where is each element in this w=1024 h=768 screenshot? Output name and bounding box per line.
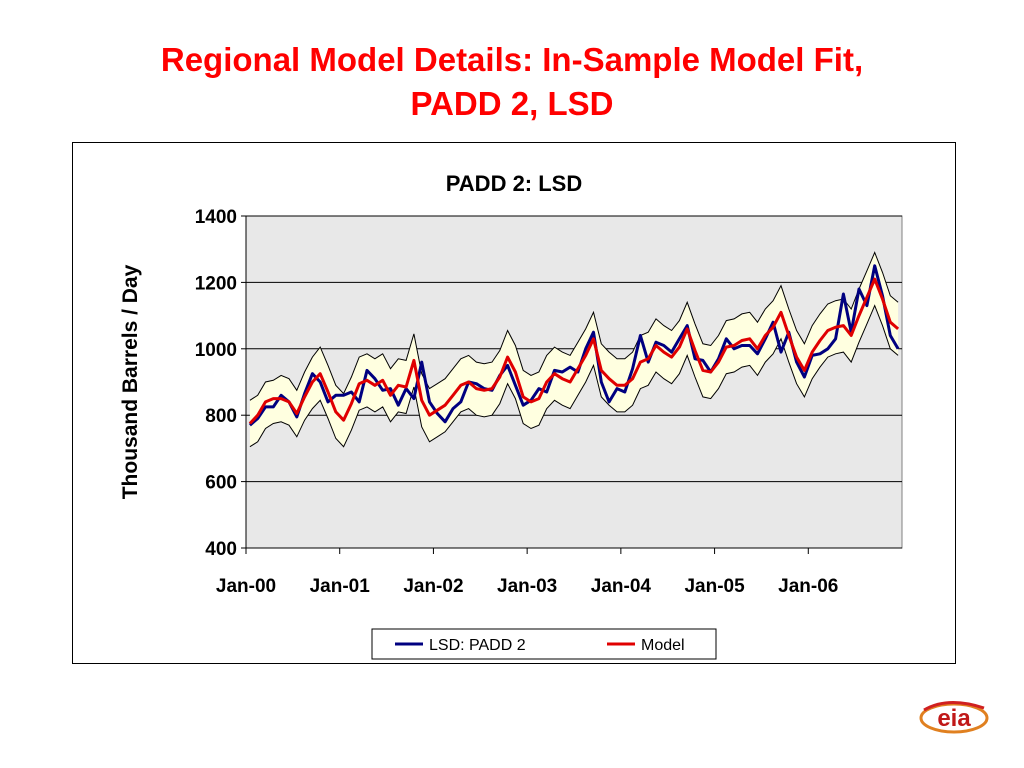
- x-tick-label: Jan-04: [591, 576, 652, 597]
- eia-logo-icon: eia: [918, 696, 990, 736]
- line-chart: PADD 2: LSD 400 600 800 1000 1200 1400 Jan-00 Ja…: [119, 171, 903, 660]
- svg-text:eia: eia: [937, 705, 971, 732]
- legend-box: [371, 628, 717, 660]
- x-tick-label: Jan-01: [310, 576, 371, 597]
- chart-frame: PADD 2: LSD 400 600 800 1000 1200 1400 Jan-00 Ja…: [72, 142, 956, 664]
- x-tick-label: Jan-06: [778, 576, 838, 597]
- confidence-band-lower: [249, 304, 899, 448]
- y-tick-label: 600: [205, 473, 237, 494]
- slide-title-line-1: Regional Model Details: In-Sample Model …: [160, 41, 864, 78]
- y-tick-label: 400: [205, 539, 237, 560]
- confidence-band-upper: [249, 251, 899, 401]
- x-tick-label: Jan-03: [497, 576, 557, 597]
- series-line-model: [248, 277, 900, 425]
- y-tick-label: 1000: [195, 340, 237, 361]
- legend: LSD: PADD 2 Model: [371, 628, 717, 660]
- legend-label: Model: [641, 637, 685, 654]
- legend-label: LSD: PADD 2: [429, 637, 526, 654]
- x-tick-label: Jan-02: [403, 576, 463, 597]
- x-tick-label: Jan-05: [684, 576, 745, 597]
- y-tick-label: 1400: [195, 207, 237, 228]
- x-tick-label: Jan-00: [216, 576, 276, 597]
- chart-title: PADD 2: LSD: [446, 171, 583, 196]
- y-axis-label: Thousand Barrels / Day: [119, 264, 142, 499]
- y-tick-label: 800: [205, 406, 237, 427]
- slide-title: Regional Model Details: In-Sample Model …: [0, 38, 1024, 126]
- y-tick-label: 1200: [195, 273, 237, 294]
- slide-title-line-2: PADD 2, LSD: [410, 85, 614, 122]
